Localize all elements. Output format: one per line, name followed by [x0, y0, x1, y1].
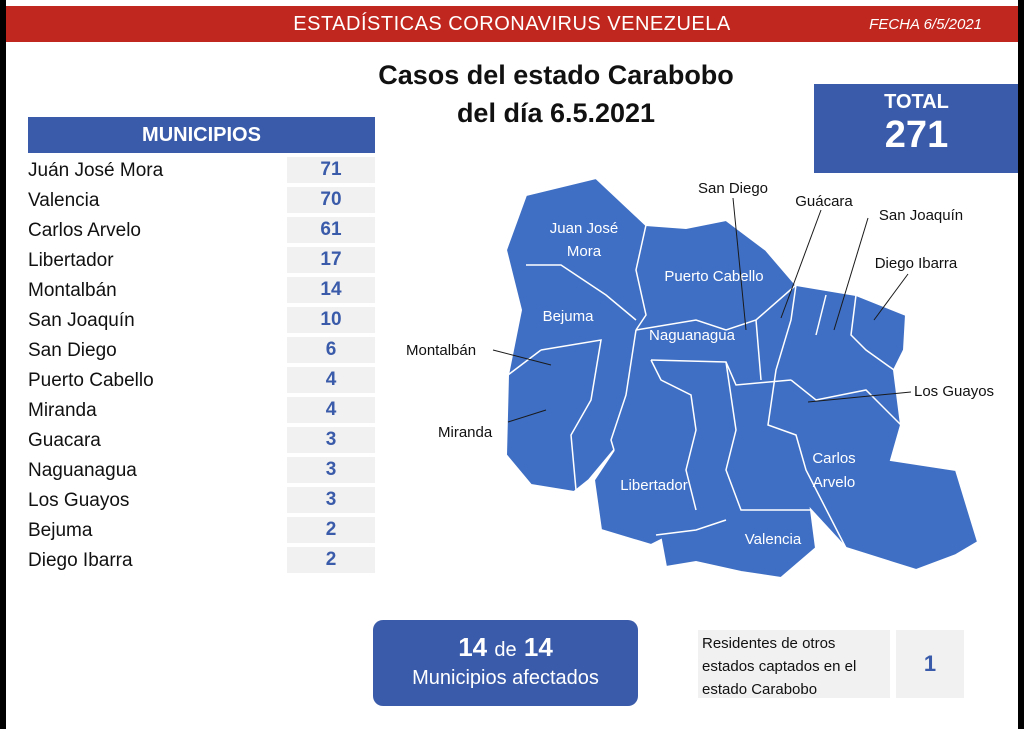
- map-label-juan-jose-mora-2: Mora: [567, 243, 602, 260]
- affected-total: 14: [523, 632, 553, 662]
- map-label-puerto-cabello: Puerto Cabello: [664, 268, 763, 285]
- table-row: Montalbán 14: [28, 277, 375, 307]
- table-row: Bejuma 2: [28, 517, 375, 547]
- table-row: Libertador 17: [28, 247, 375, 277]
- table-row: Los Guayos 3: [28, 487, 375, 517]
- infographic: ESTADÍSTICAS CORONAVIRUS VENEZUELA FECHA…: [6, 0, 1018, 729]
- municipio-value: 3: [287, 457, 375, 483]
- affected-box: 14 de 14 Municipios afectados: [373, 620, 638, 706]
- municipio-name: San Diego: [28, 340, 117, 361]
- carabobo-map-svg: Juan José Mora Puerto Cabello Bejuma Nag…: [406, 176, 994, 580]
- callout-diego-ibarra: Diego Ibarra: [875, 255, 958, 272]
- affected-label: Municipios afectados: [412, 667, 599, 689]
- municipios-list: Juán José Mora 71 Valencia 70 Carlos Arv…: [28, 157, 375, 577]
- affected-number: 14: [458, 632, 488, 662]
- callout-san-diego: San Diego: [698, 180, 768, 197]
- table-row: San Joaquín 10: [28, 307, 375, 337]
- table-row: Valencia 70: [28, 187, 375, 217]
- municipio-value: 70: [287, 187, 375, 213]
- municipio-name: Libertador: [28, 250, 114, 271]
- callout-lines: [492, 197, 912, 423]
- municipality-borders: [507, 224, 902, 549]
- callout-montalban: Montalbán: [406, 342, 476, 359]
- map-label-carlos-arvelo: Carlos: [812, 450, 855, 467]
- header-date: FECHA 6/5/2021: [869, 16, 982, 33]
- total-box: TOTAL 271: [814, 84, 1018, 173]
- map-label-naguanagua: Naguanagua: [649, 327, 736, 344]
- callout-san-joaquin: San Joaquín: [879, 207, 963, 224]
- municipio-value: 17: [287, 247, 375, 273]
- page-title-line2: del día 6.5.2021: [456, 98, 656, 128]
- municipio-value: 3: [287, 487, 375, 513]
- table-row: Guacara 3: [28, 427, 375, 457]
- callout-los-guayos: Los Guayos: [914, 383, 994, 400]
- municipio-name: Montalbán: [28, 280, 117, 301]
- municipio-name: Miranda: [28, 400, 97, 421]
- state-shape: [504, 176, 980, 580]
- map-label-carlos-arvelo-2: Arvelo: [813, 474, 856, 491]
- affected-connector: de: [494, 639, 517, 661]
- table-row: Diego Ibarra 2: [28, 547, 375, 577]
- municipio-value: 6: [287, 337, 375, 363]
- map-label-juan-jose-mora: Juan José: [550, 220, 618, 237]
- municipio-name: Los Guayos: [28, 490, 130, 511]
- municipio-name: Puerto Cabello: [28, 370, 154, 391]
- municipio-value: 10: [287, 307, 375, 333]
- municipio-name: Diego Ibarra: [28, 550, 133, 571]
- municipio-value: 2: [287, 547, 375, 573]
- total-value: 271: [884, 114, 949, 156]
- table-row: San Diego 6: [28, 337, 375, 367]
- table-row: Puerto Cabello 4: [28, 367, 375, 397]
- residents-value: 1: [896, 630, 964, 698]
- map-label-bejuma: Bejuma: [543, 308, 595, 325]
- total-label: TOTAL: [884, 91, 949, 113]
- municipio-name: Carlos Arvelo: [28, 220, 141, 241]
- affected-count: 14 de 14: [373, 632, 638, 663]
- municipio-name: San Joaquín: [28, 310, 135, 331]
- municipio-value: 14: [287, 277, 375, 303]
- municipios-header: MUNICIPIOS: [28, 117, 375, 153]
- municipio-name: Naguanagua: [28, 460, 137, 481]
- municipio-name: Valencia: [28, 190, 100, 211]
- callout-miranda: Miranda: [438, 424, 493, 441]
- callout-guacara: Guácara: [795, 193, 853, 210]
- municipio-value: 71: [287, 157, 375, 183]
- municipio-value: 4: [287, 397, 375, 423]
- table-row: Miranda 4: [28, 397, 375, 427]
- table-row: Naguanagua 3: [28, 457, 375, 487]
- residents-text: Residentes de otros estados captados en …: [698, 630, 890, 698]
- municipio-name: Bejuma: [28, 520, 93, 541]
- residents-line3: estado Carabobo: [702, 681, 818, 698]
- page-title: Casos del estado Carabobo del día 6.5.20…: [306, 56, 806, 132]
- header-title: ESTADÍSTICAS CORONAVIRUS VENEZUELA: [293, 13, 731, 35]
- municipio-value: 2: [287, 517, 375, 543]
- map-label-libertador: Libertador: [620, 477, 688, 494]
- residents-line1: Residentes de otros: [702, 635, 836, 652]
- residents-line2: estados captados en el: [702, 658, 857, 675]
- table-row: Juán José Mora 71: [28, 157, 375, 187]
- table-row: Carlos Arvelo 61: [28, 217, 375, 247]
- municipio-name: Guacara: [28, 430, 101, 451]
- map-label-valencia: Valencia: [745, 531, 802, 548]
- municipio-name: Juán José Mora: [28, 160, 164, 181]
- municipio-value: 61: [287, 217, 375, 243]
- municipio-value: 3: [287, 427, 375, 453]
- page-title-line1: Casos del estado Carabobo: [378, 60, 734, 90]
- header-bar: ESTADÍSTICAS CORONAVIRUS VENEZUELA FECHA…: [6, 6, 1018, 42]
- municipio-value: 4: [287, 367, 375, 393]
- carabobo-map: Juan José Mora Puerto Cabello Bejuma Nag…: [396, 170, 996, 590]
